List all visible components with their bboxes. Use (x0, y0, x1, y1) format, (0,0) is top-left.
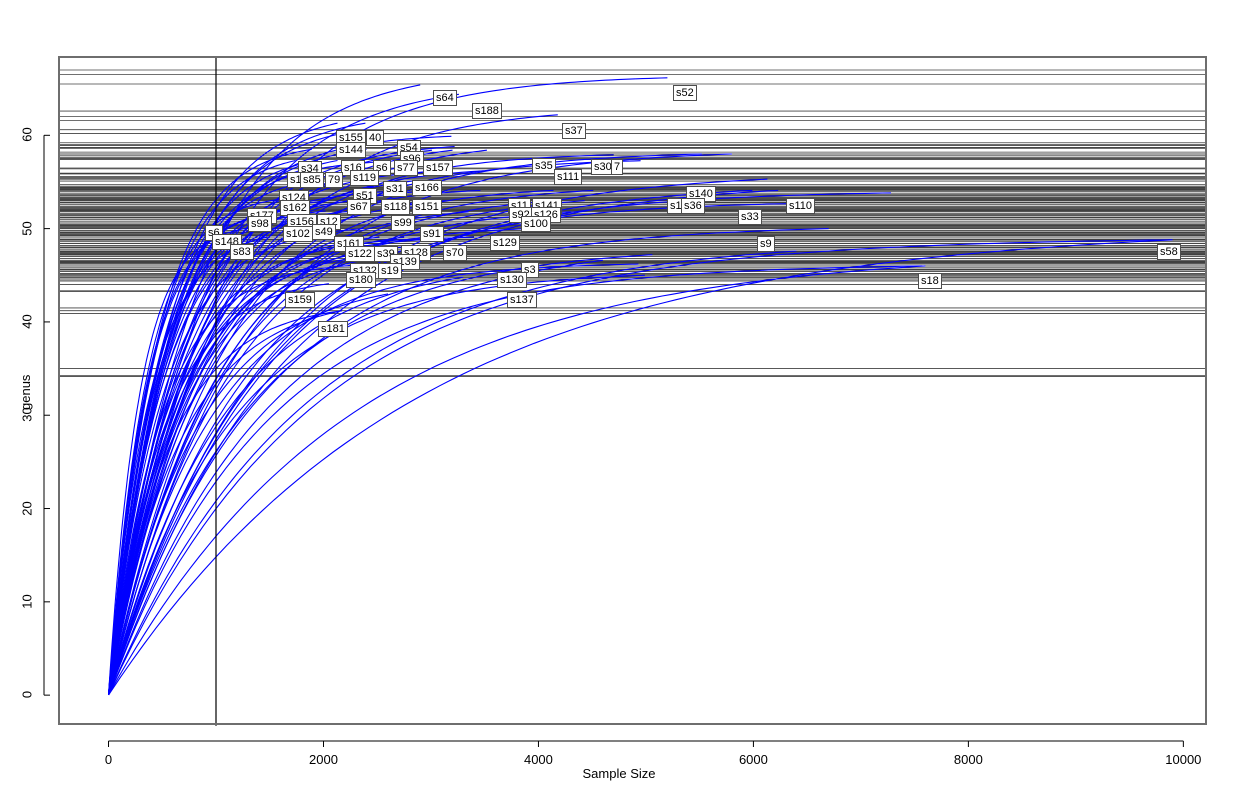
x-tick-label: 0 (104, 752, 113, 767)
curve-endpoint-label: s35 (532, 158, 556, 174)
rarefaction-curve (108, 276, 464, 695)
curve-endpoint-label: s110 (786, 198, 816, 214)
rarefaction-curve (108, 189, 313, 695)
y-tick-label: 10 (19, 594, 35, 609)
rarefaction-curve (108, 211, 571, 695)
rarefaction-curve (108, 237, 433, 695)
curve-endpoint-label: s70 (443, 245, 467, 261)
curves-svg (58, 56, 1207, 725)
rarefaction-curve (108, 310, 342, 695)
curve-endpoint-label: s162 (280, 200, 310, 216)
rarefaction-curve (108, 148, 312, 694)
rarefaction-curve (108, 239, 1173, 696)
curve-endpoint-label: s36 (681, 198, 705, 214)
curve-endpoint-label: s91 (420, 226, 444, 242)
curve-endpoint-label: s31 (383, 181, 407, 197)
plot-area (58, 56, 1207, 725)
curve-endpoint-label: s49 (312, 224, 336, 240)
rarefaction-curve (108, 228, 829, 695)
curve-endpoint-label: s181 (318, 321, 348, 337)
curve-endpoint-label: 79 (325, 172, 344, 188)
rarefaction-curve (108, 274, 645, 695)
curve-endpoint-label: s67 (347, 199, 371, 215)
curve-endpoint-label: s37 (562, 123, 586, 139)
curve-endpoint-label: s188 (472, 103, 502, 119)
curve-endpoint-label: s100 (521, 216, 551, 232)
y-axis-label: genus (18, 374, 33, 410)
rarefaction-curve (108, 254, 376, 695)
y-tick-label: 40 (19, 314, 35, 329)
rarefaction-curve (108, 218, 247, 694)
rarefaction-curve (108, 192, 892, 695)
rarefaction-curve (108, 210, 286, 694)
rarefaction-curve (108, 148, 367, 695)
x-tick-label: 2000 (309, 752, 338, 767)
curve-endpoint-label: s77 (394, 160, 418, 176)
curve-endpoint-label: s102 (283, 226, 313, 242)
rarefaction-curve (108, 263, 639, 695)
curve-endpoint-label: s118 (381, 199, 411, 215)
x-axis-label: Sample Size (582, 766, 656, 781)
rarefaction-curves-group (108, 77, 1173, 696)
rarefaction-curve (108, 228, 528, 695)
curve-endpoint-label: s98 (248, 216, 272, 232)
curve-endpoint-label: s9 (757, 236, 775, 252)
rarefaction-curve (108, 159, 296, 694)
y-tick-label: 60 (19, 127, 35, 143)
curve-endpoint-label: s99 (391, 215, 415, 231)
rarefaction-curve (108, 239, 1172, 696)
rarefaction-curve (108, 200, 556, 695)
curve-endpoint-label: s83 (230, 244, 254, 260)
rarefaction-curve (108, 293, 389, 695)
rarefaction-curve (108, 265, 926, 696)
curve-endpoint-label: s64 (433, 90, 457, 106)
curve-endpoint-label: 40 (366, 130, 385, 146)
curve-endpoint-label: s122 (345, 246, 375, 262)
rarefaction-curve (108, 160, 641, 695)
curve-endpoint-label: s166 (412, 180, 442, 196)
curve-endpoint-label: s151 (412, 199, 442, 215)
y-tick-label: 50 (19, 220, 35, 236)
curve-endpoint-label: s157 (423, 160, 453, 176)
y-tick-label: 0 (19, 691, 35, 699)
rarefaction-curve (108, 198, 283, 694)
curve-endpoint-label: s58 (1157, 244, 1181, 260)
rarefaction-curve (108, 210, 354, 695)
curve-endpoint-label: s85 (300, 172, 324, 188)
curve-endpoint-label: s159 (285, 292, 315, 308)
rarefaction-curve (108, 283, 329, 695)
x-tick-label: 6000 (738, 752, 768, 767)
rarefaction-curve (108, 263, 371, 695)
x-tick-label: 4000 (523, 752, 553, 767)
curve-endpoint-label: s19 (378, 263, 402, 279)
curve-endpoint-label: s52 (673, 85, 697, 101)
curve-endpoint-label: s111 (554, 169, 583, 185)
x-tick-label: 8000 (953, 752, 983, 767)
rarefaction-curve (108, 250, 797, 696)
rarefaction-curve (108, 93, 459, 695)
curve-endpoint-label: s18 (918, 273, 942, 289)
curve-endpoint-label: s129 (490, 235, 520, 251)
y-tick-label: 20 (19, 500, 35, 516)
curve-endpoint-label: s137 (507, 292, 537, 308)
curve-endpoint-label: s180 (346, 272, 376, 288)
x-tick-label: 10000 (1165, 752, 1202, 767)
curve-endpoint-label: s140 (686, 186, 716, 202)
curve-endpoint-label: s33 (738, 209, 762, 225)
curve-endpoint-label: s119 (350, 170, 380, 186)
curve-endpoint-label: s144 (336, 142, 366, 158)
curve-endpoint-label: 7 (611, 159, 624, 175)
curve-endpoint-label: s130 (497, 272, 527, 288)
rarefaction-curve (108, 254, 653, 695)
rarefaction-curve (108, 227, 251, 694)
